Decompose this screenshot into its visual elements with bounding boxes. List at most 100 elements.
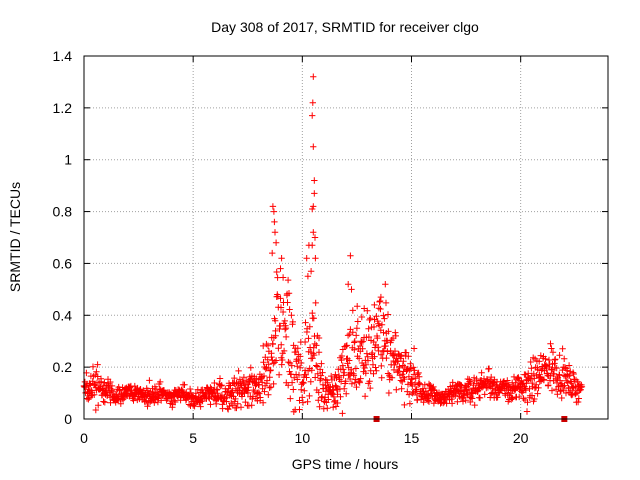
data-point xyxy=(310,143,317,150)
data-point xyxy=(415,369,422,377)
data-point xyxy=(94,373,101,380)
data-point xyxy=(288,312,295,319)
data-point xyxy=(545,356,553,364)
data-point xyxy=(298,386,305,393)
data-point xyxy=(257,394,264,401)
y-tick-label: 1.2 xyxy=(53,100,73,116)
data-point xyxy=(528,392,536,399)
data-point xyxy=(324,405,331,412)
data-point xyxy=(384,348,391,355)
data-point xyxy=(272,239,280,246)
data-point xyxy=(467,398,474,406)
data-point xyxy=(349,329,356,336)
data-point xyxy=(369,349,376,357)
data-point xyxy=(422,388,429,395)
data-point xyxy=(520,395,527,402)
data-point xyxy=(130,397,137,404)
data-point xyxy=(354,318,361,325)
data-point xyxy=(191,403,198,410)
data-point xyxy=(302,371,309,378)
data-point xyxy=(315,389,322,396)
data-point xyxy=(342,378,349,385)
data-point xyxy=(302,319,309,326)
data-point xyxy=(89,363,97,370)
data-point xyxy=(509,395,516,402)
data-point xyxy=(285,358,292,366)
data-point xyxy=(313,342,320,349)
data-point xyxy=(550,370,558,377)
data-point xyxy=(254,389,262,396)
data-point xyxy=(413,386,420,393)
data-point xyxy=(565,362,573,369)
data-point xyxy=(225,406,232,413)
x-axis-label: GPS time / hours xyxy=(292,456,399,472)
data-point xyxy=(312,374,319,381)
data-point xyxy=(260,372,268,380)
data-point xyxy=(296,397,303,404)
data-point xyxy=(259,399,267,406)
plot-frame xyxy=(83,55,609,420)
data-point xyxy=(328,372,335,380)
data-point xyxy=(248,402,255,409)
data-point xyxy=(325,396,332,403)
data-point xyxy=(279,308,287,316)
data-point xyxy=(312,299,319,307)
data-point xyxy=(270,208,278,215)
data-point xyxy=(400,358,407,365)
data-point xyxy=(309,112,316,119)
data-point xyxy=(232,395,239,403)
y-tick-labels: 0 0.2 0.4 0.6 0.8 1 1.2 1.4 xyxy=(53,48,73,427)
data-point xyxy=(504,377,511,384)
data-point xyxy=(358,339,365,346)
data-point xyxy=(263,340,270,348)
data-point xyxy=(476,394,484,402)
data-point xyxy=(411,367,418,374)
data-point xyxy=(371,353,378,360)
data-point xyxy=(481,391,488,398)
data-point xyxy=(301,387,308,394)
data-point xyxy=(367,315,374,322)
y-tick-label: 0.6 xyxy=(53,255,73,271)
data-point xyxy=(211,379,218,387)
data-point xyxy=(300,379,307,386)
data-point xyxy=(100,398,107,405)
data-point xyxy=(394,357,402,365)
data-point xyxy=(574,398,582,406)
data-point xyxy=(288,379,296,386)
data-point xyxy=(277,304,285,311)
data-point xyxy=(569,384,577,392)
data-point xyxy=(285,290,293,297)
data-point xyxy=(544,382,552,389)
data-point xyxy=(284,276,292,284)
data-point xyxy=(306,392,313,400)
y-axis-label: SRMTID / TECUs xyxy=(7,182,23,292)
data-point xyxy=(405,391,413,398)
data-point xyxy=(355,355,363,362)
data-point xyxy=(364,357,372,364)
data-point xyxy=(192,390,200,397)
data-point xyxy=(381,315,388,322)
data-point xyxy=(380,329,387,336)
data-point xyxy=(384,311,392,318)
data-point xyxy=(269,249,276,257)
data-point xyxy=(172,398,179,406)
data-point xyxy=(353,383,360,391)
data-point xyxy=(269,340,276,348)
data-point xyxy=(314,363,321,370)
data-point xyxy=(542,355,549,363)
data-point xyxy=(473,380,480,387)
data-point xyxy=(556,352,563,359)
data-point xyxy=(409,390,416,397)
data-point xyxy=(93,368,100,375)
data-point xyxy=(267,366,274,374)
data-point xyxy=(117,400,124,407)
data-point xyxy=(541,361,548,368)
data-point xyxy=(303,374,310,381)
data-point xyxy=(363,350,371,357)
data-point xyxy=(275,345,282,352)
data-point xyxy=(374,334,381,342)
data-point xyxy=(531,395,538,403)
data-point xyxy=(471,401,478,409)
data-point xyxy=(485,365,493,372)
data-point xyxy=(332,382,339,389)
